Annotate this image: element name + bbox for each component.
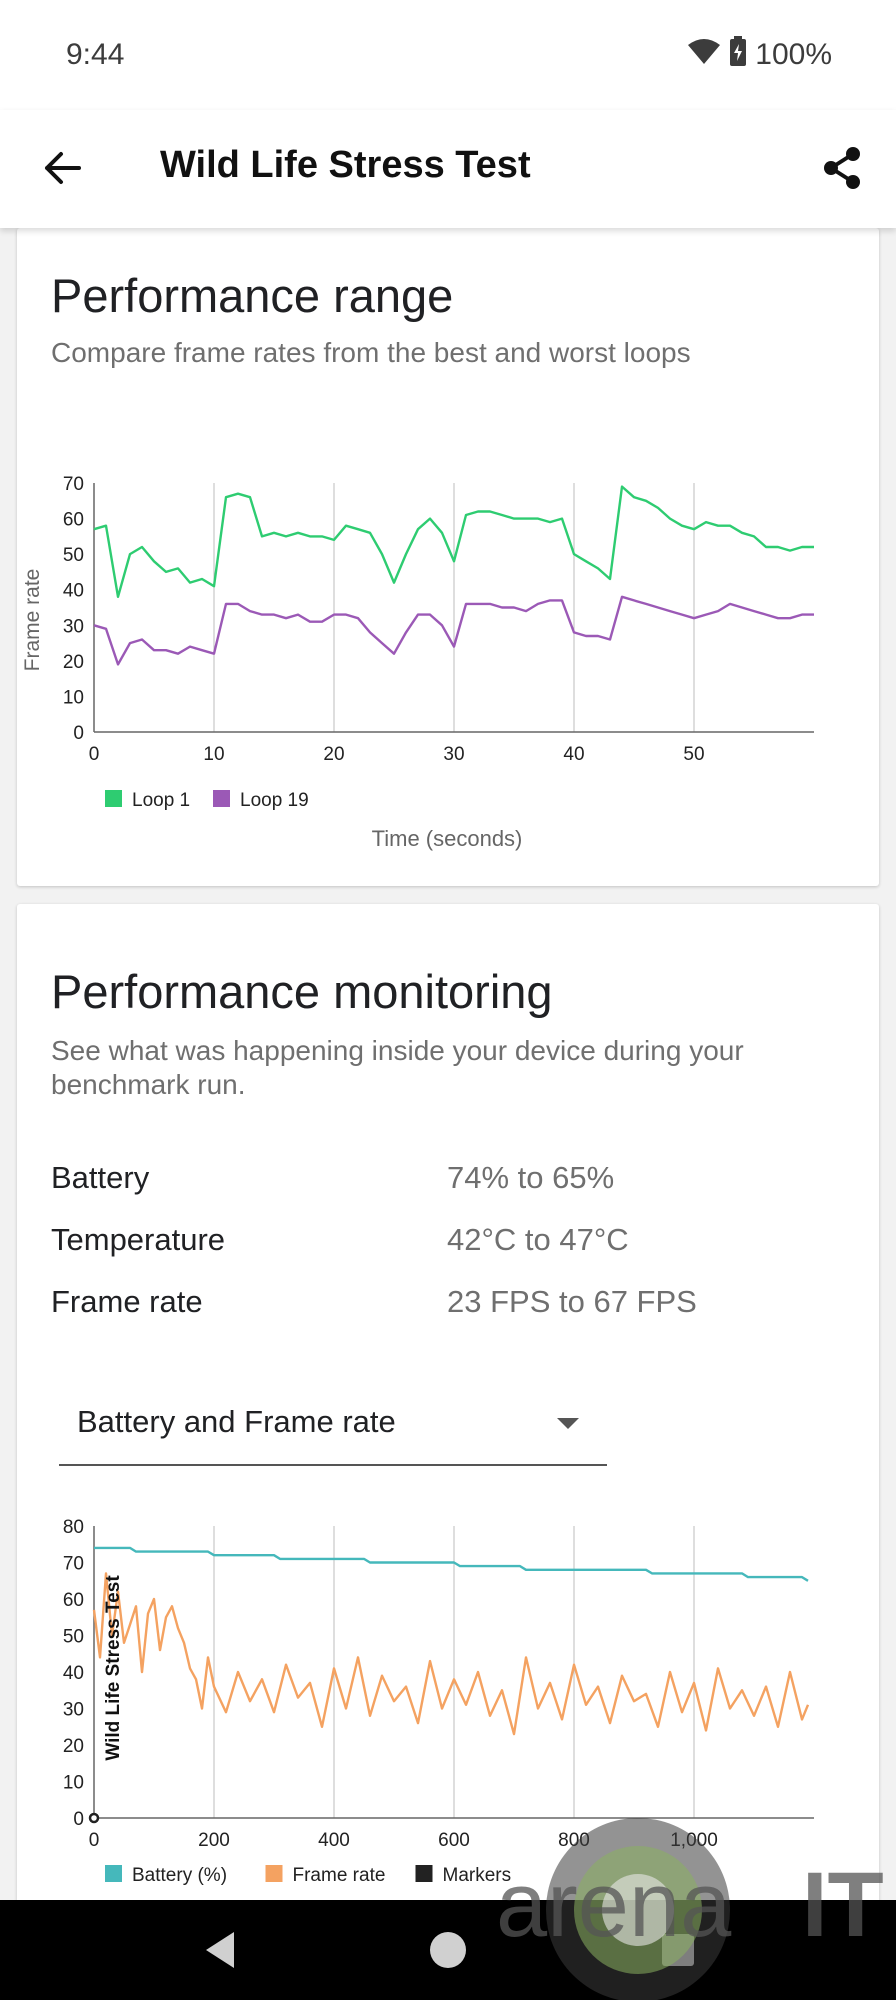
y-tick-label: 60 — [63, 1590, 84, 1611]
performance-monitoring-card: Performance monitoring See what was happ… — [17, 904, 879, 2000]
legend-swatch — [213, 790, 230, 807]
legend-swatch — [105, 1865, 122, 1882]
back-arrow-icon — [45, 152, 81, 184]
x-tick-label: 400 — [318, 1830, 350, 1851]
dropdown-selected-value: Battery and Frame rate — [77, 1404, 396, 1439]
x-tick-label: 600 — [438, 1830, 470, 1851]
legend-label: Frame rate — [293, 1865, 386, 1886]
y-axis-title: Wild Life Stress Test — [103, 1575, 124, 1761]
performance-range-chart: 0 10 20 30 40 50 60 70 0 10 20 30 40 50 Frame rate Loop… — [21, 474, 814, 851]
nav-back-button[interactable] — [200, 1928, 240, 1977]
performance-monitoring-title: Performance monitoring — [51, 965, 553, 1018]
chart-type-dropdown[interactable]: Battery and Frame rate — [59, 1382, 607, 1466]
stat-value: 23 FPS to 67 FPS — [447, 1284, 697, 1319]
legend-swatch — [415, 1865, 433, 1882]
x-tick-label: 30 — [443, 744, 464, 765]
y-tick-label: 10 — [63, 687, 84, 708]
marker-point — [88, 1812, 100, 1824]
stat-label: Battery — [51, 1160, 150, 1195]
y-tick-label: 40 — [63, 1663, 84, 1684]
performance-range-card: Performance range Compare frame rates fr… — [17, 228, 879, 886]
nav-home-icon — [430, 1932, 466, 1968]
stat-row-frame-rate: Frame rate 23 FPS to 67 FPS — [51, 1284, 851, 1334]
y-tick-label: 0 — [73, 723, 84, 744]
legend-label: Loop 1 — [132, 790, 190, 811]
page-title: Wild Life Stress Test — [160, 144, 531, 186]
x-tick-label: 0 — [89, 1830, 100, 1851]
legend-swatch — [105, 790, 122, 807]
app-bar: Wild Life Stress Test — [0, 110, 896, 228]
series-line-frame-rate — [92, 1572, 810, 1736]
y-tick-label: 60 — [63, 510, 84, 531]
x-tick-label: 0 — [89, 744, 100, 765]
y-tick-label: 20 — [63, 652, 84, 673]
x-axis-title: Time (seconds) — [372, 826, 523, 851]
wifi-icon — [687, 37, 721, 73]
stat-label: Temperature — [51, 1222, 226, 1257]
series-line-loop-1 — [93, 485, 814, 599]
stat-row-temperature: Temperature 42°C to 47°C — [51, 1222, 851, 1272]
legend-label: Markers — [443, 1865, 512, 1886]
y-tick-label: 70 — [63, 1554, 84, 1575]
y-axis-title: Frame rate — [21, 569, 44, 672]
performance-range-title: Performance range — [51, 269, 454, 322]
y-tick-label: 0 — [73, 1809, 84, 1830]
share-button[interactable] — [812, 138, 872, 198]
x-tick-label: 800 — [558, 1830, 590, 1851]
x-tick-label: 200 — [198, 1830, 230, 1851]
stat-label: Frame rate — [51, 1284, 203, 1319]
battery-percentage: 100% — [755, 38, 832, 71]
share-icon — [824, 147, 860, 189]
x-tick-label: 20 — [323, 744, 344, 765]
battery-charging-icon — [729, 36, 747, 74]
x-tick-label: 40 — [563, 744, 584, 765]
status-bar: 9:44 100% — [0, 0, 896, 110]
y-tick-label: 80 — [63, 1518, 84, 1538]
y-tick-label: 30 — [63, 1700, 84, 1721]
series-line-loop-19 — [93, 595, 814, 666]
x-tick-label: 50 — [683, 744, 704, 765]
x-tick-label: 1,000 — [670, 1830, 718, 1851]
series-line-battery — [94, 1546, 809, 1582]
legend-label: Loop 19 — [240, 790, 309, 811]
y-tick-label: 70 — [63, 474, 84, 495]
performance-range-subtitle: Compare frame rates from the best and wo… — [51, 337, 691, 368]
y-tick-label: 40 — [63, 581, 84, 602]
nav-recents-icon — [662, 1934, 694, 1966]
stat-row-battery: Battery 74% to 65% — [51, 1160, 851, 1210]
stat-value: 74% to 65% — [447, 1160, 615, 1195]
y-tick-label: 20 — [63, 1736, 84, 1757]
y-tick-label: 50 — [63, 545, 84, 566]
nav-back-icon — [206, 1932, 234, 1968]
stat-value: 42°C to 47°C — [447, 1222, 629, 1257]
dropdown-arrow-icon — [557, 1418, 579, 1429]
y-tick-label: 50 — [63, 1627, 84, 1648]
nav-recents-button[interactable] — [660, 1932, 696, 1973]
system-navigation-bar — [0, 1900, 896, 2000]
legend-label: Battery (%) — [132, 1865, 227, 1886]
legend-swatch — [265, 1865, 283, 1882]
x-tick-label: 10 — [203, 744, 224, 765]
status-icons: 100% — [687, 36, 832, 74]
y-tick-label: 30 — [63, 616, 84, 637]
status-time: 9:44 — [66, 38, 125, 71]
back-button[interactable] — [34, 140, 90, 196]
y-tick-label: 10 — [63, 1773, 84, 1794]
performance-monitoring-subtitle: See what was happening inside your devic… — [51, 1035, 744, 1100]
nav-home-button[interactable] — [428, 1930, 468, 1975]
